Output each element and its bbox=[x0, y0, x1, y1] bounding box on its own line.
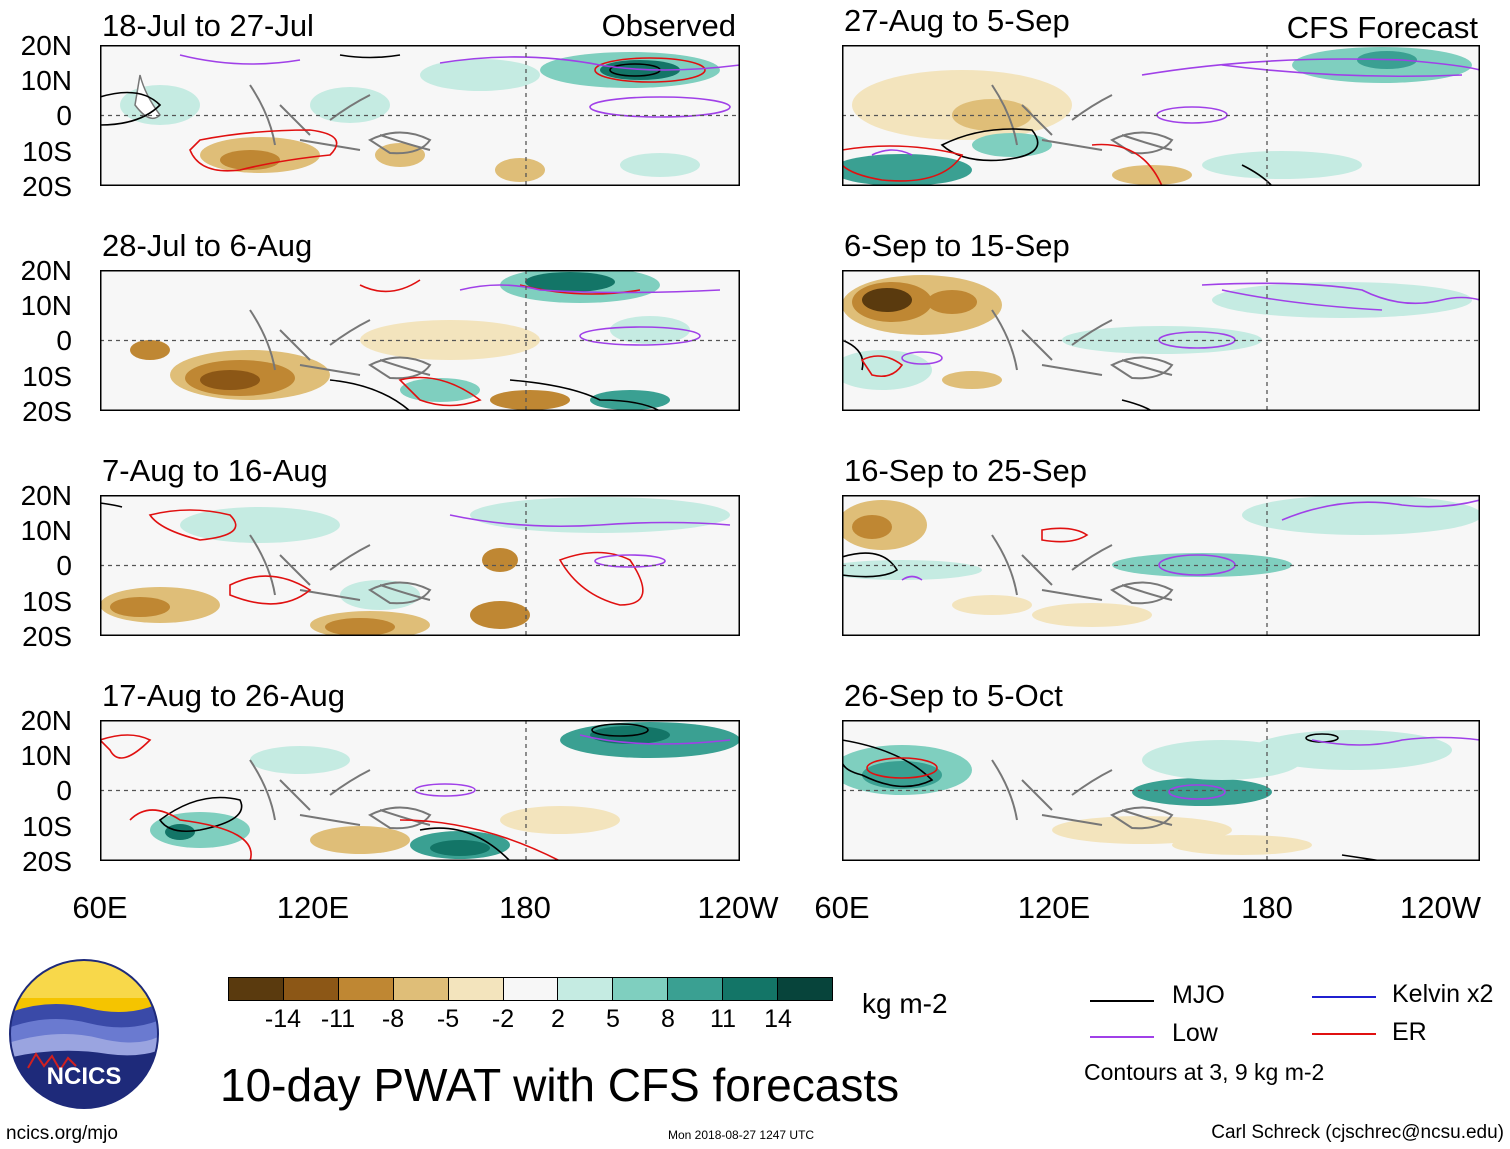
lat-label: 10S bbox=[22, 811, 72, 842]
lat-label: 20N bbox=[20, 30, 72, 61]
lat-label: 0 bbox=[56, 550, 72, 581]
panel-2-title: 28-Jul to 6-Aug bbox=[102, 228, 313, 263]
lon-label: 180 bbox=[1241, 890, 1293, 925]
colorbar-unit: kg m-2 bbox=[862, 988, 948, 1019]
lon-label: 120W bbox=[1400, 892, 1481, 923]
legend-kelvin-line bbox=[1312, 996, 1376, 998]
colorbar-tick-label: -11 bbox=[320, 1005, 356, 1033]
colorbar-swatch bbox=[613, 978, 669, 1000]
forecast-label: CFS Forecast bbox=[1286, 10, 1478, 45]
colorbar-swatch bbox=[558, 978, 614, 1000]
lat-label: 20N bbox=[20, 480, 72, 511]
lat-label: 10S bbox=[22, 136, 72, 167]
legend-low-line bbox=[1090, 1036, 1154, 1038]
logo-text: NCICS bbox=[47, 1063, 122, 1090]
lat-label: 10S bbox=[22, 586, 72, 617]
colorbar-swatch bbox=[448, 978, 504, 1000]
map-panel-2 bbox=[100, 270, 740, 411]
source-url[interactable]: ncics.org/mjo bbox=[6, 1123, 118, 1144]
legend-low-label: Low bbox=[1172, 1019, 1218, 1047]
colorbar-tick-label: 5 bbox=[606, 1005, 620, 1033]
colorbar-tick-label: 14 bbox=[764, 1005, 792, 1033]
colorbar-swatch bbox=[338, 978, 394, 1000]
lat-label: 0 bbox=[56, 100, 72, 131]
lat-label: 10N bbox=[20, 65, 72, 96]
colorbar-tick-label: 2 bbox=[551, 1005, 565, 1033]
colorbar-tick-label: -8 bbox=[381, 1005, 405, 1033]
colorbar-swatch bbox=[723, 978, 779, 1000]
lat-label: 10N bbox=[20, 290, 72, 321]
lon-label: 60E bbox=[814, 890, 870, 925]
contours-note: Contours at 3, 9 kg m-2 bbox=[1084, 1059, 1325, 1085]
colorbar-tick-label: -5 bbox=[436, 1005, 460, 1033]
map-panel-3 bbox=[100, 495, 740, 636]
map-panel-5 bbox=[842, 45, 1480, 186]
lon-label: 180 bbox=[499, 890, 551, 925]
lat-label: 20S bbox=[22, 621, 72, 652]
legend-kelvin-label: Kelvin x2 bbox=[1392, 980, 1494, 1008]
map-panel-6 bbox=[842, 270, 1480, 411]
lat-label: 10N bbox=[20, 740, 72, 771]
colorbar-swatch bbox=[503, 978, 559, 1000]
lon-label: 120W bbox=[697, 890, 779, 925]
map-panel-4 bbox=[100, 720, 740, 861]
observed-label: Observed bbox=[601, 8, 736, 43]
lat-label: 0 bbox=[56, 325, 72, 356]
lat-label: 20S bbox=[22, 846, 72, 877]
lon-label: 120E bbox=[1017, 890, 1091, 925]
colorbar-tick-label: -14 bbox=[264, 1005, 302, 1033]
lat-label: 20N bbox=[20, 705, 72, 736]
legend-er-line bbox=[1312, 1033, 1376, 1035]
panel-8-title: 26-Sep to 5-Oct bbox=[844, 678, 1063, 713]
panel-3-title: 7-Aug to 16-Aug bbox=[102, 453, 328, 488]
map-panel-1 bbox=[100, 45, 740, 186]
timestamp: Mon 2018-08-27 1247 UTC bbox=[668, 1128, 815, 1142]
lat-label: 10N bbox=[20, 515, 72, 546]
ncics-logo: NCICS bbox=[9, 959, 159, 1109]
panel-6-title: 6-Sep to 15-Sep bbox=[844, 228, 1070, 263]
main-title: 10-day PWAT with CFS forecasts bbox=[220, 1059, 900, 1111]
lon-label: 60E bbox=[72, 890, 128, 925]
legend-mjo-label: MJO bbox=[1172, 981, 1225, 1009]
lon-label: 120E bbox=[276, 890, 350, 925]
colorbar-swatch bbox=[778, 978, 832, 1000]
panel-5-title: 27-Aug to 5-Sep bbox=[844, 3, 1070, 38]
credit: Carl Schreck (cjschrec@ncsu.edu) bbox=[1211, 1122, 1504, 1143]
panel-4-title: 17-Aug to 26-Aug bbox=[102, 678, 346, 713]
lat-label: 0 bbox=[56, 775, 72, 806]
colorbar-swatch bbox=[393, 978, 449, 1000]
colorbar-tick-label: 8 bbox=[661, 1005, 675, 1033]
colorbar-tick-label: 11 bbox=[710, 1005, 736, 1033]
colorbar bbox=[228, 977, 833, 1001]
lat-label: 10S bbox=[22, 361, 72, 392]
lat-label: 20N bbox=[20, 255, 72, 286]
panel-7-title: 16-Sep to 25-Sep bbox=[844, 453, 1088, 488]
lat-label: 20S bbox=[22, 171, 72, 202]
colorbar-swatch bbox=[283, 978, 339, 1000]
map-panel-7 bbox=[842, 495, 1480, 636]
colorbar-tick-label: -2 bbox=[491, 1005, 515, 1033]
colorbar-swatch bbox=[229, 978, 284, 1000]
lat-label: 20S bbox=[22, 396, 72, 427]
legend-mjo-line bbox=[1090, 1000, 1154, 1002]
panel-1-title: 18-Jul to 27-Jul bbox=[102, 8, 314, 43]
map-panel-8 bbox=[842, 720, 1480, 861]
legend-er-label: ER bbox=[1392, 1018, 1427, 1046]
colorbar-swatch bbox=[668, 978, 724, 1000]
